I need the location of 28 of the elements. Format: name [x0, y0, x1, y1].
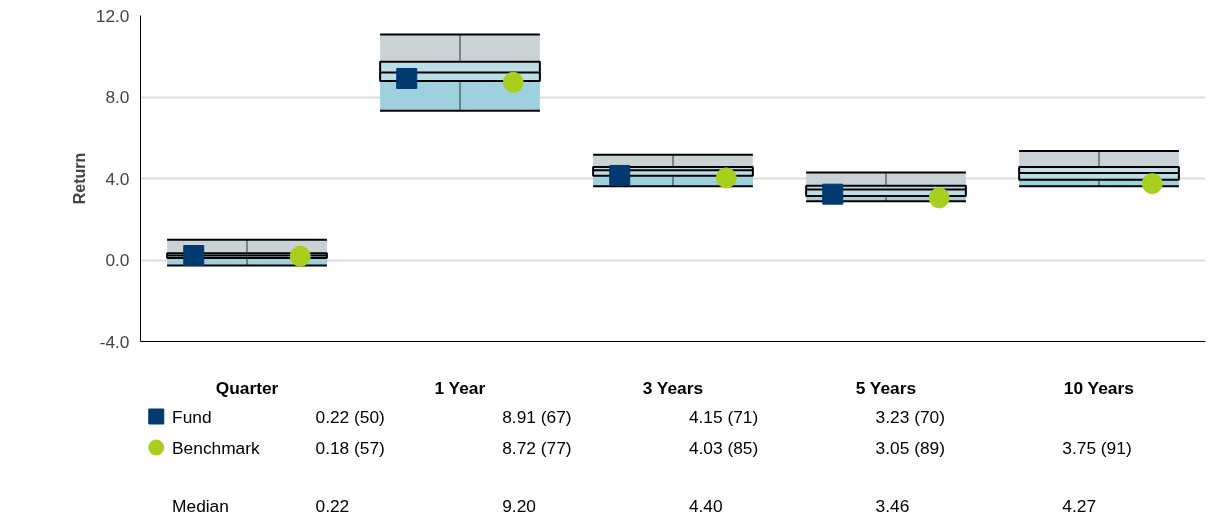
data-label: 0.22 (50) — [315, 406, 385, 427]
x-tick-label: Quarter — [215, 377, 279, 398]
x-tick-label: 10 Years — [1063, 377, 1134, 398]
data-label: 4.15 (71) — [688, 406, 759, 427]
y-tick-label: 12.0 — [95, 5, 130, 26]
x-tick-label: 1 Year — [434, 377, 486, 398]
data-label: 0.18 (57) — [315, 437, 385, 458]
y-axis-title: Return — [70, 152, 88, 205]
data-label: 8.91 (67) — [502, 406, 572, 427]
y-tick-label: 0.0 — [105, 250, 130, 270]
text: 9.20 — [502, 495, 536, 516]
y-tick-label: -4.0 — [99, 331, 130, 352]
text: 3.46 — [875, 495, 910, 516]
data-label: 3.23 (70) — [875, 406, 945, 427]
text: Median — [172, 495, 229, 516]
data-label: 4.03 (85) — [688, 437, 759, 458]
data-label: 3.05 (89) — [875, 437, 945, 458]
text: 0.22 — [315, 495, 350, 516]
y-tick-label: 4.0 — [105, 168, 130, 189]
text: 4.40 — [688, 495, 723, 516]
x-tick-label: 5 Years — [855, 377, 917, 398]
legend-label: Fund — [172, 406, 212, 427]
data-label: 8.72 (77) — [502, 437, 572, 458]
x-tick-label: 3 Years — [642, 377, 704, 398]
legend-label: Benchmark — [172, 437, 261, 458]
data-label: 3.75 (91) — [1062, 437, 1132, 458]
text: 4.27 — [1062, 495, 1097, 516]
y-tick-label: 8.0 — [105, 87, 130, 107]
